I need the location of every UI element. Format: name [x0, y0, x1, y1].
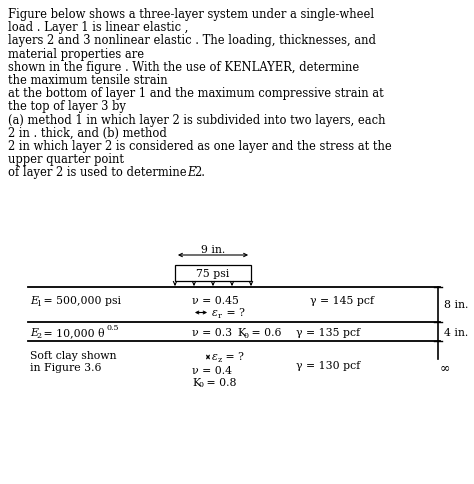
Text: load . Layer 1 is linear elastic ,: load . Layer 1 is linear elastic ,	[8, 21, 188, 34]
Text: 0.5: 0.5	[107, 324, 119, 332]
Text: E: E	[30, 296, 38, 306]
Text: at the bottom of layer 1 and the maximum compressive strain at: at the bottom of layer 1 and the maximum…	[8, 87, 384, 100]
Text: ∞: ∞	[440, 360, 450, 373]
Text: 8 in.: 8 in.	[444, 300, 468, 310]
Bar	[175, 265, 251, 281]
Text: E: E	[187, 166, 195, 179]
Text: E: E	[30, 327, 38, 337]
Text: ε: ε	[212, 308, 218, 318]
Text: γ = 145 pcf: γ = 145 pcf	[310, 296, 374, 306]
Text: 0: 0	[244, 331, 249, 339]
Text: Figure below shows a three-layer system under a single-wheel: Figure below shows a three-layer system …	[8, 8, 374, 21]
Text: 2: 2	[36, 331, 41, 339]
Text: material properties are: material properties are	[8, 47, 144, 60]
Text: the top of layer 3 by: the top of layer 3 by	[8, 100, 126, 113]
Text: 2 in which layer 2 is considered as one layer and the stress at the: 2 in which layer 2 is considered as one …	[8, 140, 392, 152]
Text: (a) method 1 in which layer 2 is subdivided into two layers, each: (a) method 1 in which layer 2 is subdivi…	[8, 113, 385, 126]
Text: = 0.6: = 0.6	[248, 327, 282, 337]
Text: = ?: = ?	[223, 308, 245, 318]
Text: = ?: = ?	[222, 351, 244, 361]
Text: 1: 1	[36, 300, 41, 308]
Text: K: K	[192, 377, 200, 387]
Text: ε: ε	[212, 351, 218, 361]
Text: 9 in.: 9 in.	[201, 244, 225, 255]
Text: K: K	[237, 327, 245, 337]
Text: = 500,000 psi: = 500,000 psi	[40, 296, 121, 306]
Text: z: z	[218, 355, 222, 363]
Text: γ = 130 pcf: γ = 130 pcf	[296, 360, 360, 370]
Text: 75 psi: 75 psi	[196, 269, 229, 278]
Text: 4 in.: 4 in.	[444, 327, 468, 337]
Text: of layer 2 is used to determine: of layer 2 is used to determine	[8, 166, 190, 179]
Text: = 10,000 θ: = 10,000 θ	[40, 326, 105, 337]
Text: = 0.8: = 0.8	[203, 377, 237, 387]
Text: in Figure 3.6: in Figure 3.6	[30, 362, 101, 372]
Text: ν = 0.4: ν = 0.4	[192, 365, 232, 375]
Text: Soft clay shown: Soft clay shown	[30, 350, 117, 360]
Text: layers 2 and 3 nonlinear elastic . The loading, thicknesses, and: layers 2 and 3 nonlinear elastic . The l…	[8, 34, 376, 47]
Text: ν = 0.45: ν = 0.45	[192, 296, 239, 306]
Text: ν = 0.3: ν = 0.3	[192, 327, 232, 337]
Text: r: r	[218, 312, 222, 320]
Text: the maximum tensile strain: the maximum tensile strain	[8, 74, 168, 87]
Text: shown in the figure . With the use of KENLAYER, determine: shown in the figure . With the use of KE…	[8, 60, 359, 74]
Text: 0: 0	[199, 380, 204, 388]
Text: 2.: 2.	[194, 166, 205, 179]
Text: γ = 135 pcf: γ = 135 pcf	[296, 327, 360, 337]
Text: 2 in . thick, and (b) method: 2 in . thick, and (b) method	[8, 126, 167, 139]
Text: upper quarter point: upper quarter point	[8, 153, 124, 166]
